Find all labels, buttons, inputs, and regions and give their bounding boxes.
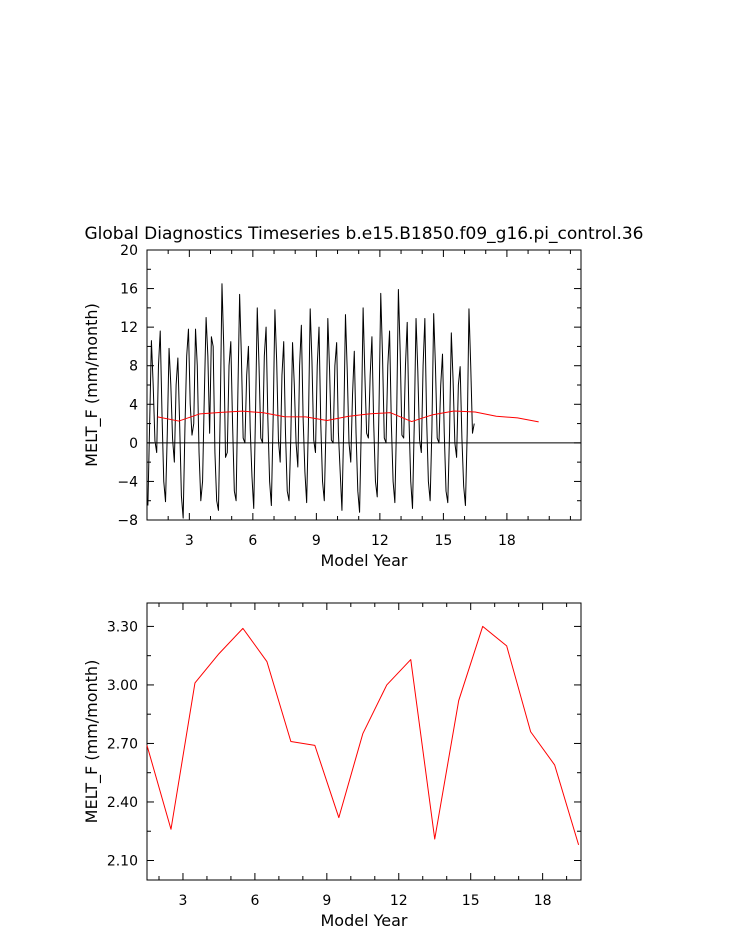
bottom-y-tick-label: 3.30 — [107, 619, 138, 635]
bottom-x-tick-label: 3 — [179, 893, 188, 909]
bottom-plot-frame — [146, 602, 582, 881]
top-y-tick-label: 0 — [129, 436, 138, 452]
top-y-tick-label: 16 — [120, 282, 138, 298]
bottom-series-annual-line — [146, 625, 580, 846]
top-y-tick-label: 20 — [120, 243, 138, 259]
top-y-axis-label: MELT_F (mm/month) — [82, 303, 102, 467]
bottom-y-axis-label: MELT_F (mm/month) — [82, 660, 102, 824]
top-series-annual-line — [157, 410, 539, 423]
bottom-x-tick-label: 15 — [462, 893, 480, 909]
bottom-panel-annual-chart: 3 6 9 12 15 18 2.10 2.40 2.70 3.00 3.30 Model Year M… — [82, 602, 582, 930]
bottom-y-tick-label: 2.70 — [107, 736, 138, 752]
bottom-x-axis-label: Model Year — [321, 911, 408, 930]
top-series-monthly-line — [147, 283, 475, 519]
top-panel-monthly-chart: 3 6 9 12 15 18 −8 −4 0 4 8 12 16 20 Model Year MELT_F (… — [82, 243, 582, 570]
top-x-tick-label: 15 — [434, 533, 452, 549]
top-y-tick-label: 12 — [120, 320, 138, 336]
bottom-y-tick-label: 2.10 — [107, 853, 138, 869]
top-x-tick-label: 6 — [248, 533, 257, 549]
bottom-y-tick-label: 2.40 — [107, 795, 138, 811]
top-y-tick-label: −4 — [117, 474, 138, 490]
top-x-tick-label: 3 — [185, 533, 194, 549]
top-x-tick-label: 12 — [371, 533, 389, 549]
bottom-x-tick-label: 12 — [390, 893, 408, 909]
top-y-tick-label: −8 — [117, 513, 138, 529]
bottom-y-tick-label: 3.00 — [107, 678, 138, 694]
bottom-x-tick-label: 18 — [534, 893, 552, 909]
top-x-axis-label: Model Year — [321, 551, 408, 570]
top-y-tick-label: 8 — [129, 359, 138, 375]
top-x-tick-label: 9 — [312, 533, 321, 549]
top-plot-frame — [146, 249, 582, 521]
bottom-x-tick-label: 6 — [250, 893, 259, 909]
figure-title: Global Diagnostics Timeseries b.e15.B185… — [85, 224, 644, 244]
bottom-x-tick-label: 9 — [322, 893, 331, 909]
top-x-tick-label: 18 — [498, 533, 516, 549]
top-y-tick-label: 4 — [129, 397, 138, 413]
